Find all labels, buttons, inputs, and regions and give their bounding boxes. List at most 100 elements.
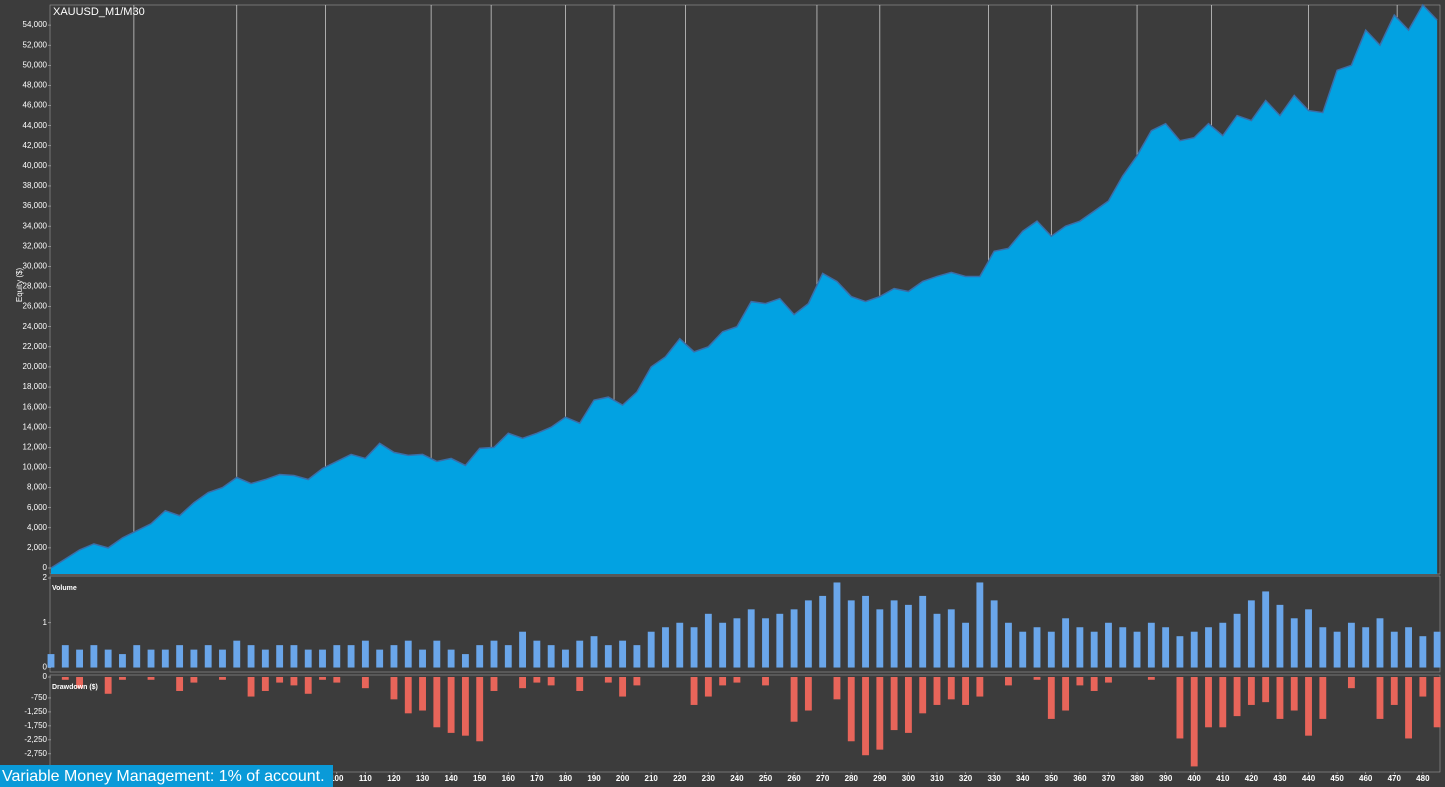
bar <box>419 677 426 711</box>
bar <box>1262 677 1270 703</box>
y-tick-label: 2,000 <box>27 543 48 552</box>
y-tick-label: 18,000 <box>23 382 48 391</box>
y-tick-label: 22,000 <box>23 342 48 351</box>
bar <box>204 645 212 668</box>
bar <box>333 645 341 668</box>
x-tick-label: 150 <box>473 774 487 783</box>
x-tick-label: 180 <box>559 774 573 783</box>
panel-frame <box>49 575 1441 673</box>
bar <box>61 677 69 680</box>
bar <box>1090 631 1098 668</box>
bar <box>1033 677 1041 680</box>
bar <box>547 677 555 686</box>
bar <box>1076 627 1084 668</box>
bar <box>533 640 541 668</box>
x-tick-label: 190 <box>587 774 601 783</box>
bar <box>1219 622 1227 668</box>
bar <box>1390 631 1398 668</box>
bar <box>476 645 484 668</box>
bar <box>433 677 441 728</box>
bar <box>1076 677 1084 686</box>
y-tick-label: 50,000 <box>23 60 48 69</box>
bar <box>461 677 469 736</box>
bar <box>1033 627 1041 668</box>
bar <box>719 677 727 686</box>
bar <box>504 645 512 668</box>
bar <box>1319 627 1327 668</box>
bar <box>90 645 98 668</box>
y-tick-label: 0 <box>43 563 48 572</box>
bar <box>233 640 241 668</box>
x-tick-label: 170 <box>530 774 544 783</box>
y-tick-label: 1 <box>43 618 48 627</box>
bar <box>261 677 269 691</box>
bar <box>1162 627 1170 668</box>
bar <box>290 645 298 668</box>
bar <box>404 677 412 714</box>
y-tick-label: 12,000 <box>23 442 48 451</box>
equity-area <box>51 5 1438 574</box>
bar <box>104 649 112 668</box>
bar <box>190 677 198 683</box>
x-tick-label: 130 <box>416 774 430 783</box>
x-tick-label: 200 <box>616 774 630 783</box>
bar <box>290 677 298 686</box>
bar <box>547 645 555 668</box>
bar <box>1262 591 1270 668</box>
bar <box>776 613 784 668</box>
bar <box>862 677 869 756</box>
y-tick-label: 44,000 <box>23 121 48 130</box>
bar <box>476 677 484 742</box>
y-tick-label: 14,000 <box>23 422 48 431</box>
bar <box>1305 609 1312 668</box>
x-tick-label: 420 <box>1245 774 1259 783</box>
bar <box>804 600 812 668</box>
bar <box>404 640 412 668</box>
bar <box>1290 618 1298 668</box>
bar <box>819 595 827 668</box>
x-tick-label: 100 <box>330 774 344 783</box>
bar <box>361 677 369 689</box>
bar <box>519 631 527 668</box>
bar <box>390 677 398 700</box>
y-tick-label: 36,000 <box>23 201 48 210</box>
bar <box>919 595 927 668</box>
y-tick-label: 48,000 <box>23 81 48 90</box>
bar <box>119 654 126 668</box>
x-tick-label: 380 <box>1130 774 1144 783</box>
bar <box>904 677 912 733</box>
y-tick-label: 42,000 <box>23 141 48 150</box>
bar <box>604 645 612 668</box>
bar <box>76 677 84 689</box>
bar <box>490 677 498 691</box>
x-tick-label: 140 <box>444 774 458 783</box>
bar <box>933 613 941 668</box>
bar <box>533 677 541 683</box>
equity-line <box>50 3 1438 569</box>
bar <box>247 645 255 668</box>
bar <box>747 609 755 668</box>
x-tick-label: 120 <box>387 774 401 783</box>
bar <box>147 677 155 680</box>
x-tick-label: 350 <box>1045 774 1059 783</box>
x-tick-label: 470 <box>1388 774 1402 783</box>
x-tick-label: 240 <box>730 774 744 783</box>
chart-title: XAUUSD_M1/M30 <box>53 6 145 18</box>
bar <box>376 649 384 668</box>
y-tick-label: 0 <box>43 672 48 681</box>
bar <box>104 677 112 694</box>
bar <box>1276 677 1284 719</box>
bar <box>947 609 955 668</box>
bar <box>419 649 426 668</box>
bar <box>1319 677 1327 719</box>
bar <box>1405 677 1412 739</box>
y-tick-label: 20,000 <box>23 362 48 371</box>
x-tick-label: 210 <box>645 774 659 783</box>
bar <box>1247 677 1255 705</box>
bar <box>676 622 684 668</box>
bar <box>733 618 741 668</box>
bar <box>847 600 855 668</box>
bar <box>576 677 584 691</box>
x-tick-label: 370 <box>1102 774 1116 783</box>
